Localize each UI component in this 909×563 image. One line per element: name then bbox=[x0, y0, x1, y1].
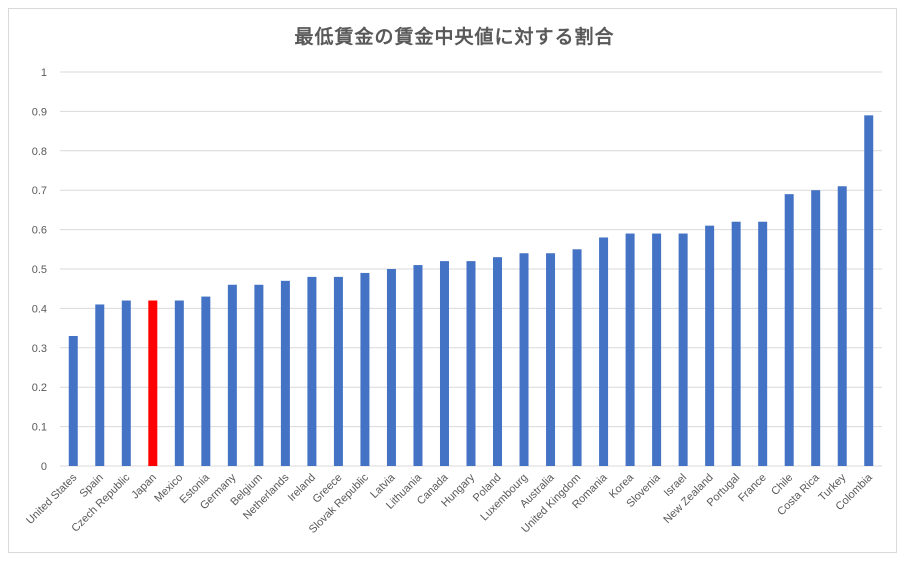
bar-latvia bbox=[386, 269, 396, 466]
bar-greece bbox=[333, 276, 343, 466]
bar-hungary bbox=[466, 261, 476, 466]
bar-costa-rica bbox=[811, 190, 821, 466]
bar-slovenia bbox=[652, 233, 662, 466]
y-tick-label: 0.3 bbox=[32, 343, 47, 355]
chart-title: 最低賃金の賃金中央値に対する割合 bbox=[294, 26, 615, 48]
x-tick-label: France bbox=[736, 472, 769, 505]
y-tick-label: 0.4 bbox=[32, 303, 47, 315]
bar-luxembourg bbox=[519, 253, 529, 466]
bar-colombia bbox=[864, 115, 874, 466]
bar-korea bbox=[625, 233, 635, 466]
gridlines bbox=[60, 71, 882, 467]
bar-chile bbox=[784, 194, 794, 466]
bar-portugal bbox=[731, 221, 741, 466]
y-tick-label: 0.2 bbox=[32, 382, 47, 394]
x-tick-label: United States bbox=[24, 471, 80, 527]
y-tick-label: 0.1 bbox=[32, 422, 47, 434]
bar-czech-republic bbox=[121, 300, 131, 466]
bar-netherlands bbox=[280, 280, 290, 466]
bar-canada bbox=[439, 261, 449, 466]
y-tick-label: 0 bbox=[41, 461, 47, 473]
bar-belgium bbox=[254, 284, 264, 466]
y-tick-label: 0.5 bbox=[32, 264, 47, 276]
y-tick-label: 1 bbox=[41, 67, 47, 79]
bar-mexico bbox=[174, 300, 184, 466]
y-tick-label: 0.8 bbox=[32, 146, 47, 158]
bar-new-zealand bbox=[705, 225, 715, 466]
bar-united-kingdom bbox=[572, 249, 582, 466]
bar-spain bbox=[95, 304, 105, 466]
bar-poland bbox=[493, 257, 503, 466]
bar-germany bbox=[227, 284, 237, 466]
y-axis-ticks: 0 0.1 0.2 0.3 0.4 0.5 0.6 0.7 0.8 0.9 1 bbox=[32, 67, 47, 473]
bar-japan bbox=[148, 300, 158, 466]
bar-israel bbox=[678, 233, 688, 466]
y-tick-label: 0.7 bbox=[32, 185, 47, 197]
bar-united-states bbox=[68, 335, 78, 466]
bar-estonia bbox=[201, 296, 211, 466]
bar-lithuania bbox=[413, 265, 423, 466]
bar-australia bbox=[546, 253, 556, 466]
y-tick-label: 0.9 bbox=[32, 106, 47, 118]
bar-turkey bbox=[837, 186, 847, 466]
y-tick-label: 0.6 bbox=[32, 225, 47, 237]
bar-france bbox=[758, 221, 768, 466]
bar-slovak-republic bbox=[360, 272, 370, 466]
bar-romania bbox=[599, 237, 609, 466]
bars bbox=[68, 115, 874, 466]
bar-ireland bbox=[307, 276, 317, 466]
